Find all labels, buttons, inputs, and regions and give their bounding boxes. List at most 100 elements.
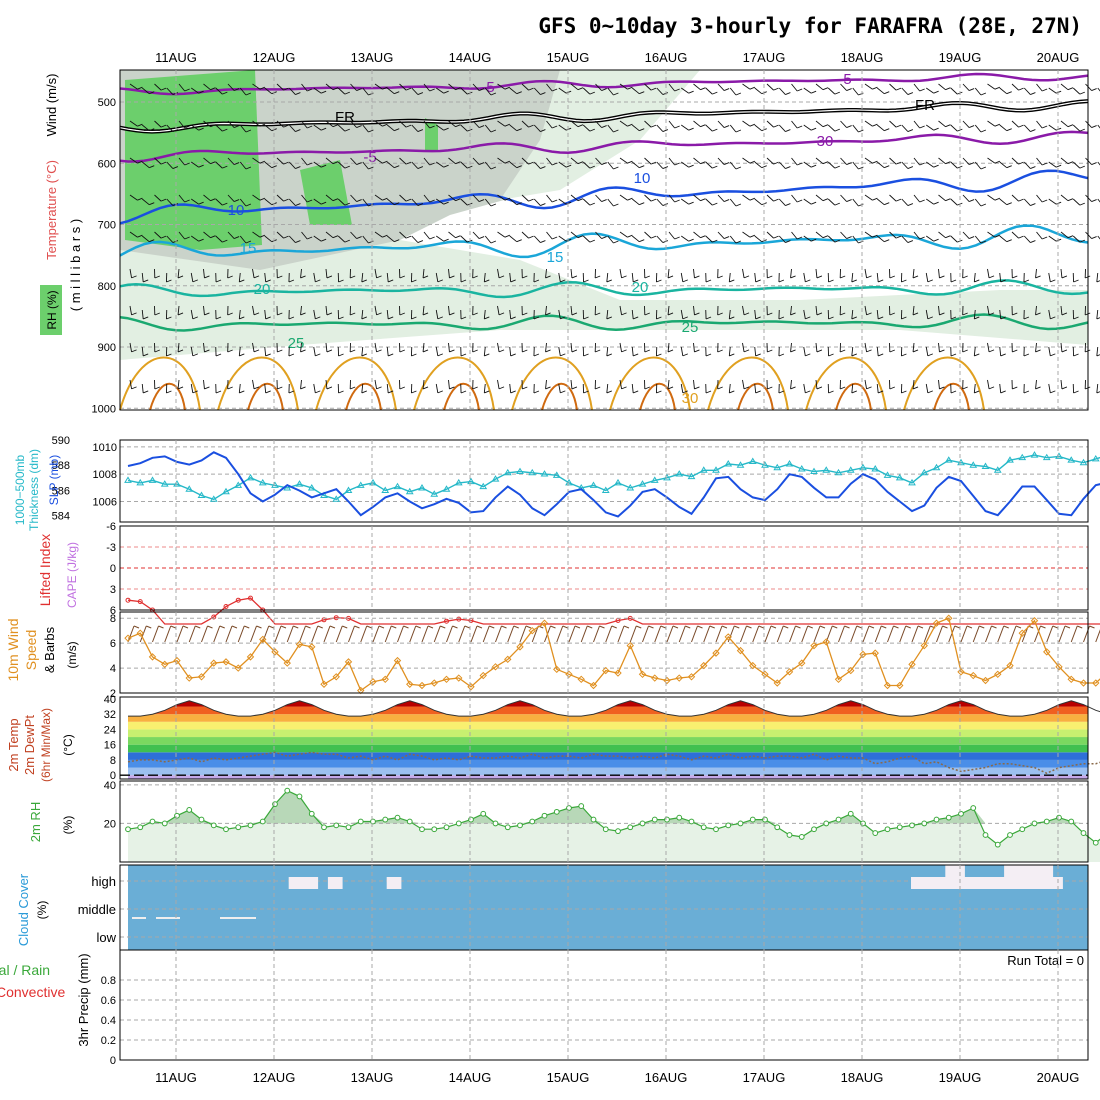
wind-barb-flag: [667, 386, 674, 390]
wind10m-barb-flag: [868, 625, 875, 629]
wind10m-point: [896, 681, 904, 690]
wind-barb-flag: [743, 312, 750, 316]
rh2m-point: [639, 820, 646, 827]
wind-barb-flag: [131, 349, 137, 353]
wind-barb-flag: [816, 312, 823, 316]
wind-barb-flag: [382, 160, 388, 164]
wind-barb-flag: [577, 198, 584, 202]
wind-barb: [973, 272, 976, 282]
wind10m-barb-flag: [660, 625, 666, 629]
wind-barb-flag: [633, 279, 639, 283]
wind-barb-flag: [300, 349, 306, 353]
wind-barb-flag: [767, 312, 773, 316]
wind-barb: [190, 272, 194, 282]
wind-barb-flag: [1018, 161, 1024, 165]
wind-barb: [448, 194, 456, 202]
wind-barb: [238, 309, 241, 319]
wind-barb-flag: [455, 198, 461, 202]
wind-barb: [913, 83, 921, 92]
wind-barb-flag: [198, 164, 204, 168]
wind-barb-flag: [1006, 91, 1012, 95]
temp2m-unit: (°C): [61, 734, 75, 755]
wind-barb: [399, 83, 407, 91]
wind-barb-flag: [601, 125, 607, 128]
wind-barb: [815, 379, 818, 389]
wind10m-barb: [335, 625, 343, 643]
wind-barb: [680, 346, 684, 356]
wind-barb-flag: [551, 162, 558, 166]
wind-barb: [448, 83, 456, 91]
wind-barb-flag: [1050, 316, 1056, 320]
wind10m-point: [589, 681, 598, 690]
wind-barb: [252, 305, 255, 315]
wind-barb-flag: [545, 386, 551, 390]
wind-barb: [448, 120, 456, 128]
wind-barb-flag: [717, 386, 723, 390]
wind-barb: [742, 120, 751, 127]
wind-barb-flag: [177, 275, 184, 279]
wind-barb: [607, 87, 614, 96]
wind-barb: [987, 120, 996, 127]
wind-barb-flag: [1091, 199, 1097, 202]
wind-barb: [252, 379, 255, 389]
wind-barb-flag: [233, 125, 240, 128]
wind-barb: [386, 87, 395, 95]
wind-barb-flag: [933, 90, 939, 94]
wind-barb: [460, 198, 468, 206]
wind-barb: [448, 379, 450, 389]
wind-barb-flag: [143, 390, 149, 394]
wind10m-point: [1092, 679, 1100, 687]
wind10m-barb: [372, 625, 380, 643]
wind-barb: [644, 157, 652, 165]
thickness-point: [626, 483, 635, 491]
wind-barb: [912, 268, 915, 278]
wind-barb-flag: [320, 127, 327, 131]
wind-barb: [876, 346, 879, 356]
thickness-point: [418, 483, 426, 491]
wind-barb: [667, 342, 670, 352]
wind10m-barb-flag: [195, 625, 201, 629]
wind-barb-flag: [968, 199, 975, 202]
wind-barb-flag: [1000, 279, 1006, 283]
wind-barb: [190, 235, 199, 242]
wind10m-point: [161, 660, 169, 669]
wind-barb-flag: [1041, 125, 1048, 129]
wind-barb-flag: [735, 203, 742, 207]
wind10m-barb-flag: [636, 625, 642, 629]
wind-barb-flag: [662, 92, 669, 95]
wind-barb: [497, 342, 500, 352]
wind-barb-flag: [682, 353, 688, 357]
thickness-point: [614, 478, 622, 486]
wind-barb: [435, 346, 439, 356]
wind10m-barb: [433, 625, 441, 643]
day-label-top: 14AUG: [449, 50, 492, 65]
wind-barb: [264, 198, 273, 206]
pressure-tick-label: 500: [98, 97, 116, 109]
wind-barb-flag: [204, 275, 210, 279]
wind10m-barb: [936, 625, 943, 643]
wind-barb-flag: [606, 316, 612, 320]
temperature-label: Temperature (°C): [44, 160, 59, 260]
wind-barb: [521, 120, 529, 128]
wind10m-point: [148, 653, 157, 661]
wind-barb-flag: [705, 353, 712, 357]
wind-barb-flag: [571, 386, 578, 390]
wind-barb-flag: [1073, 390, 1079, 394]
wind-barb-flag: [437, 390, 443, 394]
wind-barb: [693, 157, 701, 165]
wind-barb-flag: [455, 124, 461, 128]
wind-barb: [154, 231, 162, 239]
wind-barb-flag: [834, 128, 840, 132]
wind-barb-flag: [382, 123, 388, 127]
wind-barb: [667, 305, 670, 315]
wind-barb-flag: [411, 279, 417, 283]
isotherm-30-line: [511, 356, 593, 411]
wind-barb: [974, 235, 982, 244]
wind-barb: [668, 231, 676, 240]
wind10m-barb: [397, 625, 404, 643]
wind10m-point: [932, 619, 941, 627]
wind-barb: [705, 124, 713, 132]
wind-barb-flag: [143, 316, 149, 320]
lifted-index-point: [248, 595, 253, 601]
isotherm-30-line: [707, 356, 789, 411]
